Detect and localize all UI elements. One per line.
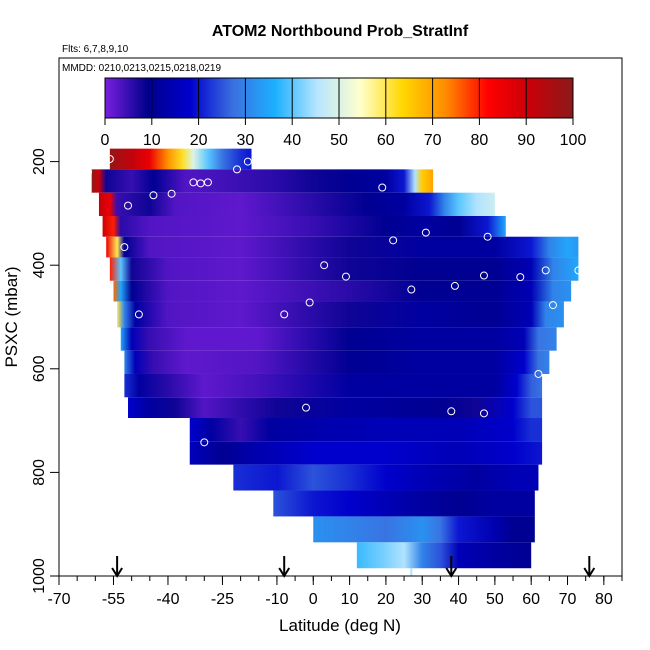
dates-label: MMDD: 0210,0213,0215,0218,0219 <box>62 63 221 74</box>
data-point-marker <box>447 407 456 416</box>
data-point-marker <box>280 310 289 319</box>
arrow-marker-head <box>278 567 291 578</box>
y-tick-label: 1000 <box>31 558 48 594</box>
x-tick-label: 0 <box>309 591 318 608</box>
colorbar-tick-label: 0 <box>101 132 110 149</box>
heatmap-band <box>233 464 539 491</box>
heatmap-band <box>128 397 543 419</box>
colorbar-tick-label: 10 <box>143 132 161 149</box>
heatmap-band <box>109 257 579 281</box>
chart-title: ATOM2 Northbound Prob_StratInf <box>212 23 469 40</box>
heatmap-band <box>102 215 506 237</box>
data-point-marker <box>483 232 492 241</box>
data-point-marker <box>167 189 176 198</box>
heatmap-band <box>189 441 543 465</box>
x-tick-label: 20 <box>377 591 395 608</box>
heatmap-band <box>273 490 535 517</box>
x-tick-label: -10 <box>265 591 288 608</box>
x-tick-label: -70 <box>47 591 70 608</box>
heatmap-thin-line <box>410 568 413 576</box>
data-point-marker <box>534 369 543 378</box>
colorbar-tick-label: 50 <box>330 132 348 149</box>
data-point-marker <box>378 183 387 192</box>
colorbar-tick-label: 20 <box>190 132 208 149</box>
arrow-marker-head <box>445 567 458 578</box>
data-point-marker <box>232 165 241 174</box>
data-point-marker <box>84 167 93 176</box>
data-point-marker <box>479 271 488 280</box>
heatmap-band <box>117 301 564 328</box>
y-axis-label: PSXC (mbar) <box>2 266 21 367</box>
x-tick-label: 40 <box>450 591 468 608</box>
data-point-marker <box>389 236 398 245</box>
data-point-marker <box>479 409 488 418</box>
axes: -70 -55 -40 -25 -10 0 10 20 30 40 50 60 70 80 200 400 60… <box>31 148 623 608</box>
data-point-marker <box>134 310 143 319</box>
data-point-marker <box>301 403 310 412</box>
heatmap-band <box>189 418 543 442</box>
heatmap-band <box>313 516 535 543</box>
data-point-marker <box>120 243 129 252</box>
x-tick-label: 10 <box>341 591 359 608</box>
data-point-marker <box>541 266 550 275</box>
y-tick-label: 600 <box>31 355 48 382</box>
data-point-marker <box>200 438 209 447</box>
x-tick-label: 70 <box>559 591 577 608</box>
flights-label: Flts: 6,7,8,9,10 <box>62 44 129 55</box>
data-point-marker <box>450 281 459 290</box>
colorbar-tick-label: 90 <box>517 132 535 149</box>
x-tick-label: 30 <box>413 591 431 608</box>
data-point-marker <box>574 266 583 275</box>
y-tick-label: 400 <box>31 252 48 279</box>
data-point-marker <box>124 201 133 210</box>
y-tick-label: 200 <box>31 148 48 175</box>
plot-area <box>84 148 583 576</box>
x-tick-label: 50 <box>486 591 504 608</box>
arrow-marker-head <box>111 567 123 578</box>
colorbar-tick-label: 100 <box>560 132 587 149</box>
data-point-marker <box>407 285 416 294</box>
colorbar-tick-label: 80 <box>471 132 489 149</box>
x-tick-label: -40 <box>156 591 179 608</box>
arrow-marker-head <box>583 567 596 578</box>
data-point-marker <box>91 222 100 231</box>
colorbar-tick-label: 30 <box>237 132 255 149</box>
data-point-marker <box>548 301 557 310</box>
heatmap-band <box>356 542 532 569</box>
x-tick-label: 60 <box>522 591 540 608</box>
data-point-marker <box>341 272 350 281</box>
x-tick-label: -25 <box>211 591 234 608</box>
plot-frame <box>58 57 623 577</box>
heatmap-band <box>124 373 543 398</box>
x-axis-label: Latitude (deg N) <box>279 616 401 635</box>
heatmap-band <box>120 327 557 351</box>
data-point-marker <box>105 155 114 164</box>
colorbar: 0 10 20 30 40 50 60 70 80 90 100 <box>101 77 587 149</box>
heatmap-band <box>98 192 495 216</box>
colorbar-tick-label: 40 <box>283 132 301 149</box>
data-point-marker <box>421 228 430 237</box>
colorbar-tick-label: 60 <box>377 132 395 149</box>
heatmap-band <box>106 236 579 258</box>
data-point-marker <box>516 273 525 282</box>
data-point-marker <box>149 191 158 200</box>
colorbar-tick-label: 70 <box>424 132 442 149</box>
data-point-marker <box>320 261 329 270</box>
heatmap-band <box>91 169 434 193</box>
data-point-marker <box>116 398 125 407</box>
x-tick-label: -55 <box>102 591 125 608</box>
y-tick-label: 800 <box>31 459 48 486</box>
heatmap-band <box>109 148 252 170</box>
x-tick-label: 80 <box>595 591 613 608</box>
data-point-marker <box>243 157 252 166</box>
data-point-marker <box>534 548 543 557</box>
heatmap-band <box>113 280 572 302</box>
heatmap-band <box>124 350 550 374</box>
data-point-marker <box>305 298 314 307</box>
data-point-marker <box>203 178 212 187</box>
